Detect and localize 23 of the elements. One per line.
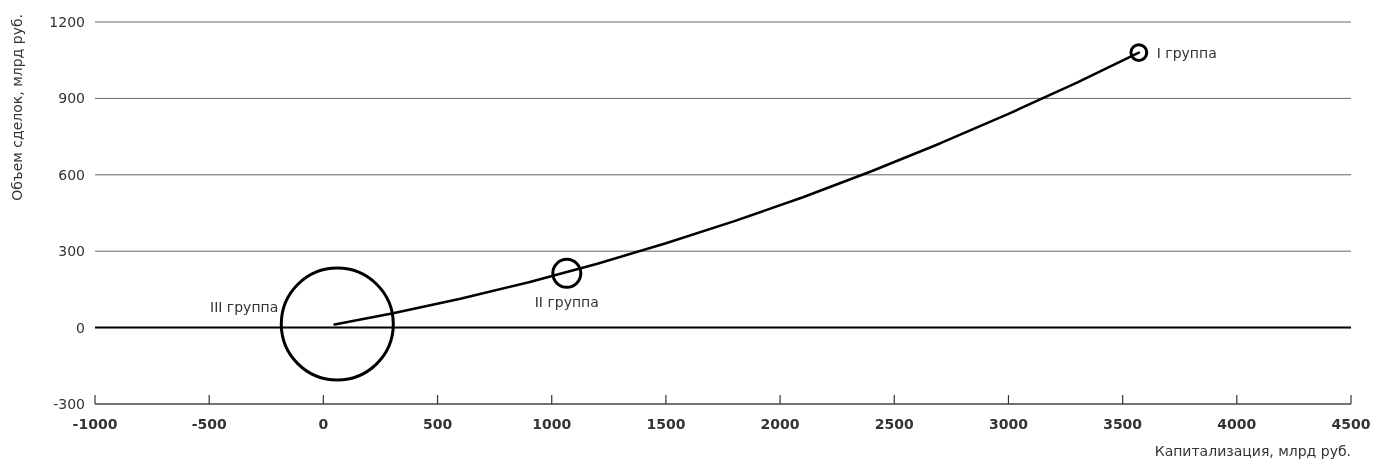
y-tick-label: 900 bbox=[58, 90, 85, 107]
x-tick-label: 4000 bbox=[1217, 416, 1257, 432]
series-label: II группа bbox=[534, 294, 599, 311]
x-tick-label: 4500 bbox=[1331, 416, 1371, 432]
x-axis-title: Капитализация, млрд руб. bbox=[1154, 443, 1351, 459]
x-tick-label: -1000 bbox=[72, 416, 118, 432]
x-tick-label: 2500 bbox=[874, 416, 915, 432]
series-label: I группа bbox=[1156, 44, 1217, 61]
x-tick-label: 3000 bbox=[988, 416, 1029, 432]
x-tick-label: 500 bbox=[422, 416, 453, 432]
series-label: III группа bbox=[210, 299, 279, 316]
x-tick-label: 0 bbox=[318, 416, 329, 432]
y-tick-label: 300 bbox=[58, 243, 85, 260]
x-tick-label: 1000 bbox=[532, 416, 572, 432]
y-tick-label: 0 bbox=[76, 319, 85, 336]
y-tick-label: 1200 bbox=[49, 14, 85, 30]
x-tick-label: 1500 bbox=[646, 416, 686, 432]
x-tick-label: 2000 bbox=[760, 416, 800, 432]
y-axis-title: Объем сделок, млрд руб. bbox=[9, 14, 25, 201]
x-tick-label: 3500 bbox=[1103, 416, 1143, 432]
y-tick-label: -300 bbox=[53, 396, 85, 412]
y-tick-label: 600 bbox=[58, 166, 85, 183]
x-tick-label: -500 bbox=[191, 416, 227, 432]
